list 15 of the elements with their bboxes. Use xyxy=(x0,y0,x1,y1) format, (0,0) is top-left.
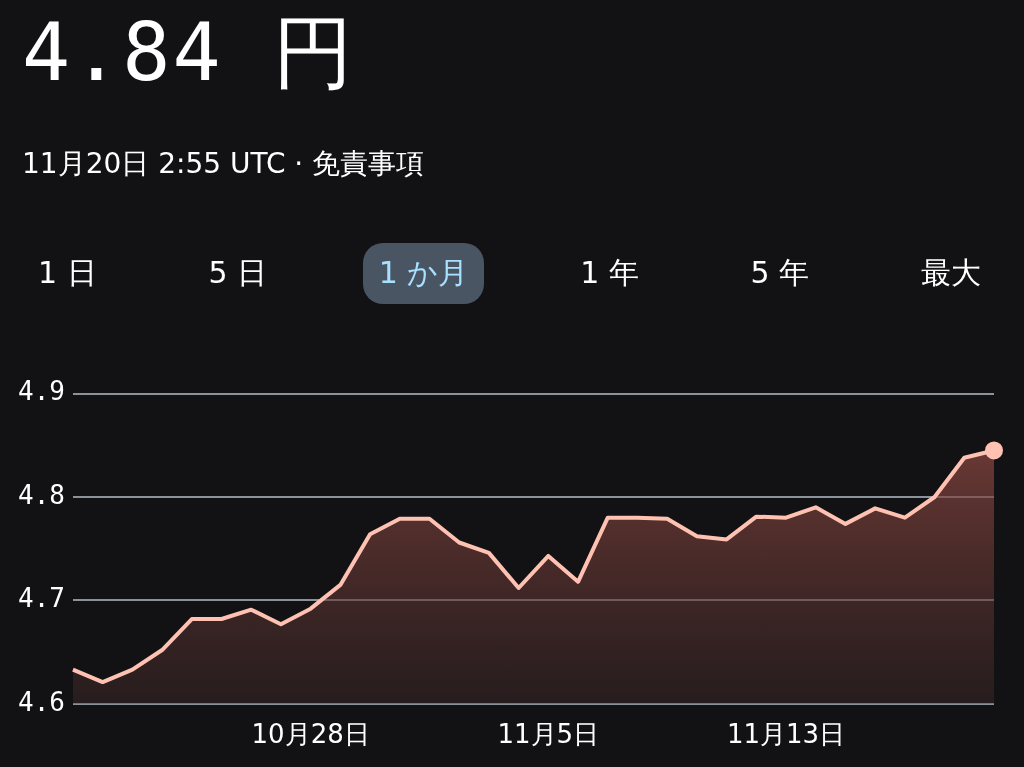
x-tick-label: 10月28日 xyxy=(251,719,370,750)
y-tick-label: 4.8 xyxy=(17,479,65,510)
chart-subtitle: 11月20日 2:55 UTC · 免責事項 xyxy=(22,146,425,182)
y-tick-label: 4.7 xyxy=(17,583,65,614)
text: 1 か月 xyxy=(362,243,485,304)
text: 5 年 xyxy=(749,254,811,292)
text: 5 日 xyxy=(207,254,268,292)
x-tick-label: 11月13日 xyxy=(726,719,846,750)
y-tick-label: 4.6 xyxy=(17,686,65,717)
text: 1 日 xyxy=(37,254,98,292)
chart-title: 4.84 円 xyxy=(22,5,355,101)
x-tick-label: 11月5日 xyxy=(497,719,600,750)
text: 1 年 xyxy=(579,254,640,292)
text: 最大 xyxy=(919,254,982,292)
y-tick-label: 4.9 xyxy=(17,376,65,407)
